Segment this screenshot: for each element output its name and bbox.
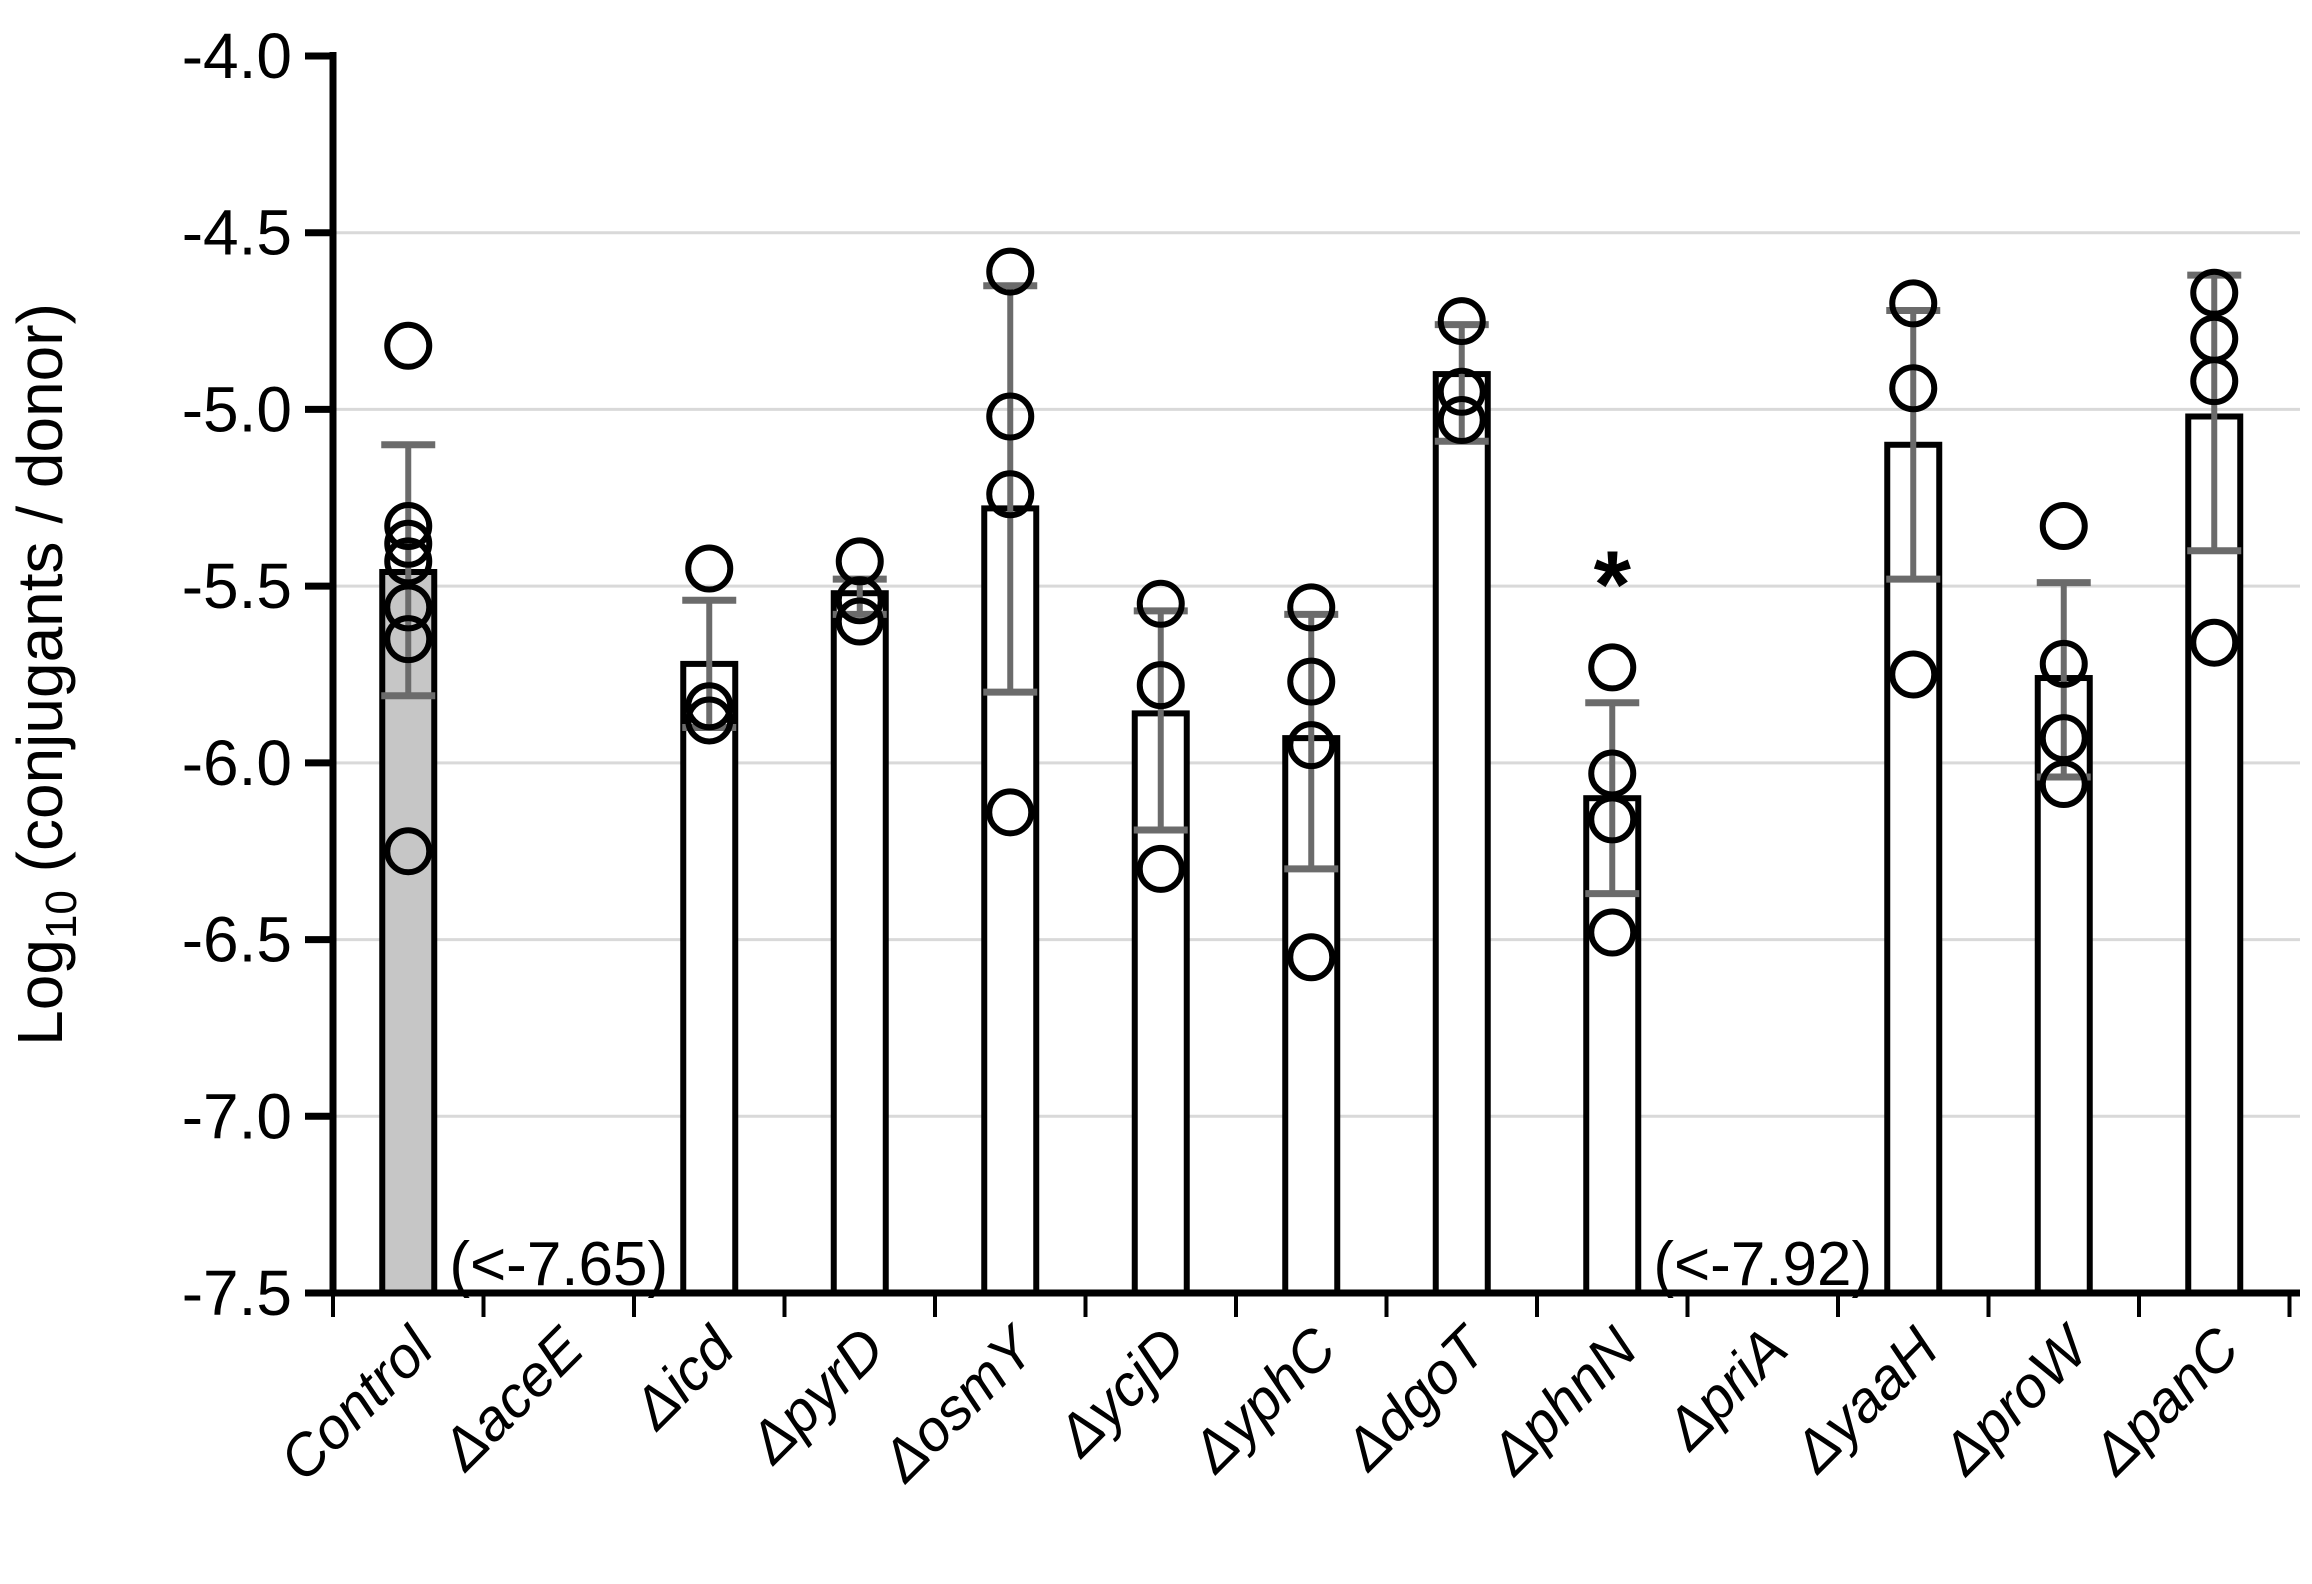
y-tick-label: -6.0 xyxy=(182,727,292,799)
x-category-label: ΔproW xyxy=(1928,1312,2105,1489)
significance-asterisk: * xyxy=(1594,531,1632,638)
data-point-circle xyxy=(384,827,433,876)
bar xyxy=(830,590,889,1296)
data-point-circle xyxy=(1437,297,1486,346)
y-tick-label: -5.0 xyxy=(182,373,292,445)
bar xyxy=(1884,441,1943,1296)
x-category-label: ΔpanC xyxy=(2078,1314,2252,1488)
data-point-circle xyxy=(1889,364,1938,413)
data-point-circle xyxy=(384,502,433,551)
data-point-circle xyxy=(1588,795,1637,844)
x-category-label: ΔyaaH xyxy=(1780,1315,1951,1486)
data-point-circle xyxy=(1437,396,1486,445)
data-point-circle xyxy=(2039,502,2088,551)
y-tick-label: -4.5 xyxy=(182,197,292,269)
data-point-circle xyxy=(835,597,884,646)
data-point-circle xyxy=(1287,657,1336,706)
x-category-label: ΔphnN xyxy=(1476,1315,1649,1488)
data-point-circle xyxy=(2039,760,2088,809)
data-point-circle xyxy=(685,544,734,593)
bar xyxy=(1432,371,1491,1297)
data-point-circle xyxy=(685,682,734,731)
data-point-circle xyxy=(2190,268,2239,317)
below-detection-annotation: (<-7.65) xyxy=(449,1230,668,1299)
bar xyxy=(2185,413,2244,1296)
x-category-label: ΔosmY xyxy=(868,1312,1051,1495)
data-point-circle xyxy=(384,615,433,664)
y-tick-label: -4.0 xyxy=(182,20,292,92)
data-point-circle xyxy=(2039,714,2088,763)
data-point-circle xyxy=(986,247,1035,296)
y-axis-title: Log10 (conjugants / donor) xyxy=(4,303,86,1046)
data-point-circle xyxy=(1287,721,1336,770)
data-point-circle xyxy=(835,537,884,586)
data-point-circle xyxy=(1136,661,1185,710)
data-point-circle xyxy=(1588,908,1637,957)
data-point-circle xyxy=(1437,367,1486,416)
x-category-label: ΔyphC xyxy=(1178,1314,1349,1485)
data-point-circle xyxy=(1588,749,1637,798)
data-point-circle xyxy=(384,537,433,586)
data-point-circle xyxy=(2039,639,2088,688)
data-point-circle xyxy=(1889,650,1938,699)
data-point-circle xyxy=(2190,618,2239,667)
data-point-circle xyxy=(1287,583,1336,632)
x-category-label: Control xyxy=(267,1314,447,1494)
data-point-circle xyxy=(384,519,433,568)
data-point-circle xyxy=(1136,844,1185,893)
bar xyxy=(680,660,739,1296)
data-point-circle xyxy=(2190,357,2239,406)
data-point-circle xyxy=(384,321,433,370)
data-point-circle xyxy=(1136,579,1185,628)
x-category-label: ΔycjD xyxy=(1043,1315,1198,1470)
x-category-label: Δicd xyxy=(619,1314,748,1443)
data-point-circle xyxy=(384,583,433,632)
x-category-label: ΔaceE xyxy=(428,1314,597,1483)
x-category-label: ΔdgoT xyxy=(1331,1313,1502,1484)
bar xyxy=(2034,675,2093,1296)
y-tick-label: -7.5 xyxy=(182,1257,292,1329)
data-point-circle xyxy=(1889,279,1938,328)
y-tick-label: -5.5 xyxy=(182,550,292,622)
below-detection-annotation: (<-7.92) xyxy=(1653,1230,1872,1299)
data-point-circle xyxy=(986,788,1035,837)
x-category-label: ΔpriA xyxy=(1652,1315,1800,1463)
data-point-circle xyxy=(685,696,734,745)
y-tick-label: -7.0 xyxy=(182,1080,292,1152)
data-point-circle xyxy=(1287,933,1336,982)
data-point-circle xyxy=(1588,643,1637,692)
data-point-circle xyxy=(986,470,1035,519)
data-point-circle xyxy=(986,392,1035,441)
data-point-circle xyxy=(835,576,884,625)
y-tick-label: -6.5 xyxy=(182,904,292,976)
